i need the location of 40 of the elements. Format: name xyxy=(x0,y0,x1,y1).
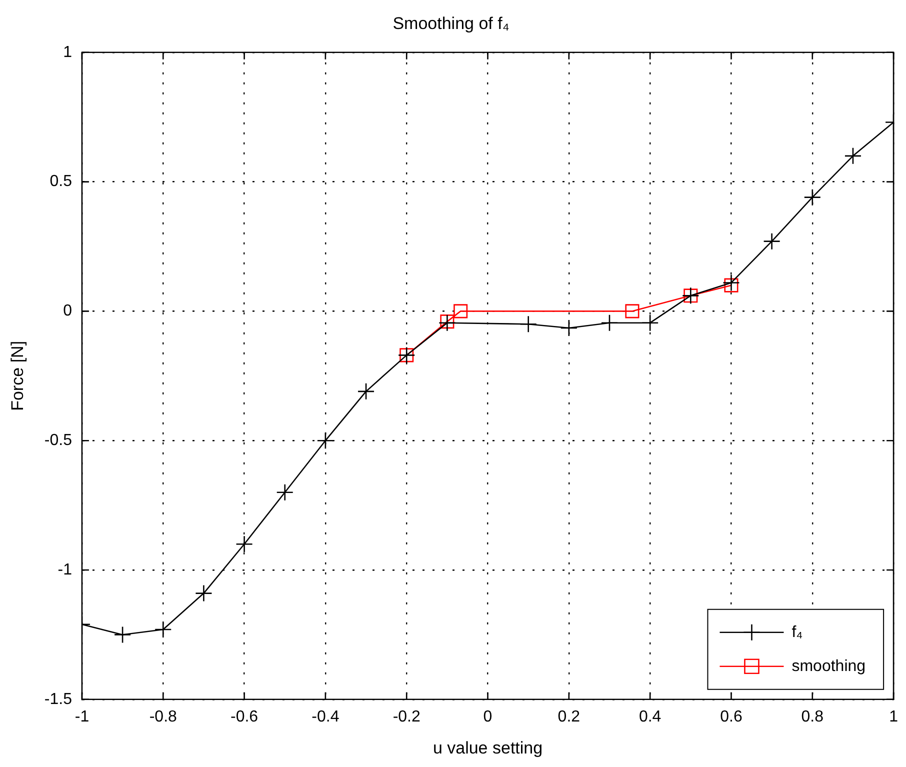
legend-label: f₄ xyxy=(792,624,803,641)
point xyxy=(625,304,640,318)
x-tick-label: -0.6 xyxy=(230,708,258,726)
point xyxy=(154,620,172,638)
x-tick-label: 1 xyxy=(889,708,898,726)
x-tick-label: -0.2 xyxy=(392,708,420,726)
x-tick-label: -0.8 xyxy=(149,708,178,726)
y-tick-label: -1 xyxy=(58,561,72,578)
y-tick-label: 0 xyxy=(63,302,72,320)
point xyxy=(844,147,862,165)
point xyxy=(520,315,537,333)
x-tick-label: 0 xyxy=(483,708,492,726)
point xyxy=(600,314,618,332)
point xyxy=(454,304,468,318)
x-tick-label: 0.6 xyxy=(720,708,742,726)
x-tick-label: 0.2 xyxy=(558,708,580,726)
point xyxy=(722,274,740,292)
point xyxy=(316,432,334,450)
point xyxy=(641,314,659,332)
point xyxy=(763,232,780,250)
y-tick-label: -1.5 xyxy=(44,690,72,708)
legend-label: smoothing xyxy=(792,658,866,675)
x-tick-label: 0.4 xyxy=(638,708,662,726)
x-tick-label: -0.4 xyxy=(312,708,340,726)
point xyxy=(114,626,132,644)
y-tick-label: 1 xyxy=(63,44,72,61)
y-tick-label: 0.5 xyxy=(50,173,72,190)
point xyxy=(804,188,822,206)
x-tick-label: 0.8 xyxy=(801,708,824,726)
point xyxy=(276,484,294,502)
y-axis-title: Force [N] xyxy=(8,340,27,411)
y-tick-label: -0.5 xyxy=(44,432,72,450)
point xyxy=(357,382,375,400)
point xyxy=(236,535,253,553)
point xyxy=(560,319,578,337)
point xyxy=(724,278,738,292)
x-axis-title: u value setting xyxy=(432,738,543,758)
x-tick-label: -1 xyxy=(74,708,90,726)
point xyxy=(195,584,212,602)
chart-title: Smoothing of f₄ xyxy=(392,14,510,33)
